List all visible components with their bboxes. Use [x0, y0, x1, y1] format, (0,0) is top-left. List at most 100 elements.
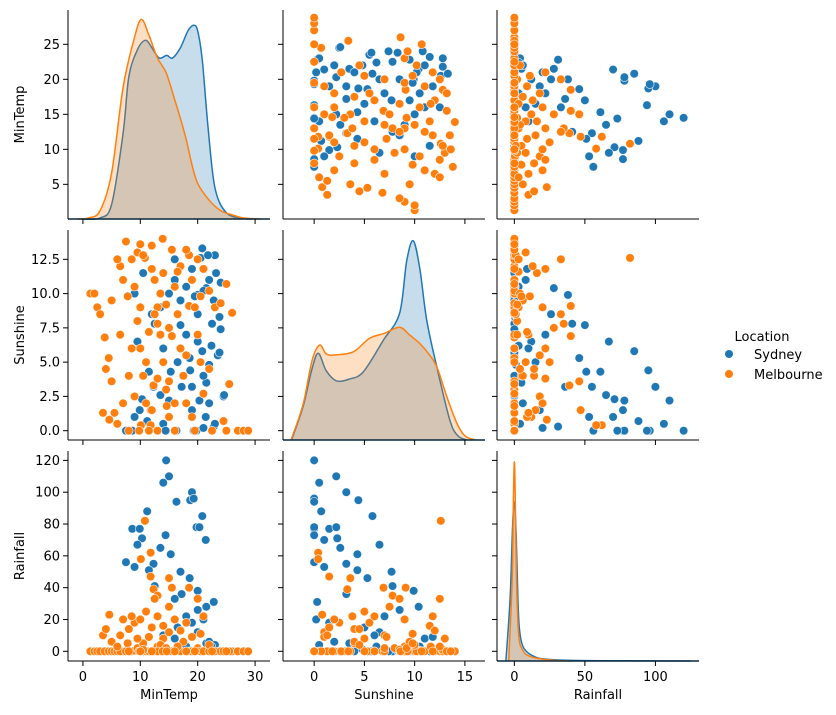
point-sydney	[587, 128, 597, 138]
point-sydney	[546, 74, 556, 84]
point-sydney	[664, 395, 675, 406]
point-melbourne	[566, 106, 576, 116]
point-melbourne	[190, 426, 200, 436]
point-melbourne	[109, 408, 120, 418]
point-melbourne	[442, 88, 452, 98]
point-melbourne	[535, 88, 545, 98]
point-sydney	[309, 530, 319, 540]
point-melbourne	[135, 343, 145, 354]
point-melbourne	[520, 148, 531, 158]
point-melbourne	[446, 144, 456, 154]
kde-line-melbourne	[290, 326, 476, 441]
x-tick-label: 30	[247, 670, 264, 685]
point-sydney	[201, 535, 211, 545]
point-sydney	[311, 614, 321, 625]
point-melbourne	[314, 172, 324, 182]
point-melbourne	[564, 380, 575, 391]
point-melbourne	[509, 13, 520, 23]
point-melbourne	[243, 646, 253, 656]
point-melbourne	[309, 123, 319, 133]
point-melbourne	[522, 327, 532, 337]
point-melbourne	[207, 646, 217, 656]
point-melbourne	[329, 614, 339, 625]
point-melbourne	[98, 408, 108, 418]
point-melbourne	[336, 67, 346, 77]
point-melbourne	[359, 606, 370, 617]
point-melbourne	[167, 583, 177, 593]
point-sydney	[341, 81, 351, 91]
kde-line-melbourne	[77, 18, 261, 220]
point-melbourne	[178, 371, 188, 381]
x-tick-label: 100	[643, 670, 668, 685]
point-melbourne	[540, 373, 551, 384]
point-sydney	[420, 60, 430, 70]
point-sydney	[309, 522, 319, 532]
point-melbourne	[141, 606, 151, 617]
point-melbourne	[359, 646, 370, 656]
point-sydney	[387, 57, 398, 67]
panel-mintemp-vs-sunshine	[278, 10, 485, 224]
kde-line-melbourne	[507, 460, 571, 662]
point-sydney	[166, 549, 176, 559]
point-sydney	[187, 382, 197, 392]
point-sydney	[645, 79, 655, 89]
point-melbourne	[175, 625, 186, 636]
point-melbourne	[540, 343, 551, 354]
point-melbourne	[319, 109, 329, 119]
point-melbourne	[530, 130, 541, 140]
point-melbourne	[141, 398, 151, 408]
x-tick-label: 0	[310, 670, 318, 685]
point-melbourne	[513, 254, 524, 264]
point-sydney	[580, 320, 590, 330]
point-sydney	[369, 116, 380, 126]
panel-sunshine-vs-rainfall	[492, 230, 699, 445]
point-melbourne	[158, 268, 168, 278]
point-melbourne	[124, 426, 134, 436]
point-sydney	[618, 145, 628, 155]
point-sydney	[560, 94, 570, 104]
point-melbourne	[384, 109, 395, 119]
point-melbourne	[322, 630, 332, 641]
point-melbourne	[509, 130, 520, 140]
point-sydney	[341, 94, 351, 104]
point-sydney	[609, 394, 620, 404]
point-melbourne	[575, 405, 586, 415]
point-sydney	[619, 72, 630, 82]
point-melbourne	[430, 625, 440, 636]
point-melbourne	[198, 389, 209, 399]
point-sydney	[425, 52, 435, 62]
point-melbourne	[369, 144, 380, 154]
point-melbourne	[509, 39, 520, 49]
point-sydney	[158, 343, 168, 354]
point-sydney	[518, 398, 528, 408]
x-tick-label: 0	[510, 670, 518, 685]
point-sydney	[341, 487, 351, 497]
point-melbourne	[407, 629, 418, 639]
x-axis-label: Sunshine	[354, 688, 414, 703]
point-melbourne	[135, 646, 145, 656]
point-melbourne	[135, 239, 145, 249]
y-tick-label: 40	[43, 581, 60, 596]
point-sydney	[198, 423, 209, 433]
point-melbourne	[394, 193, 405, 203]
legend-label-sydney: Sydney	[754, 348, 802, 363]
point-melbourne	[522, 81, 532, 91]
point-melbourne	[317, 182, 327, 192]
point-melbourne	[106, 295, 117, 306]
y-tick-label: 25	[43, 38, 60, 53]
point-melbourne	[184, 583, 194, 593]
point-melbourne	[529, 364, 539, 374]
point-sydney	[135, 524, 145, 534]
point-melbourne	[181, 618, 191, 628]
point-sydney	[588, 162, 598, 172]
point-melbourne	[175, 343, 186, 354]
point-melbourne	[227, 308, 237, 318]
point-sydney	[172, 357, 183, 367]
point-melbourne	[309, 57, 319, 67]
point-melbourne	[345, 573, 355, 583]
point-melbourne	[329, 137, 339, 147]
point-melbourne	[417, 646, 427, 656]
point-sydney	[309, 455, 319, 466]
point-melbourne	[144, 632, 154, 642]
point-melbourne	[150, 309, 160, 319]
